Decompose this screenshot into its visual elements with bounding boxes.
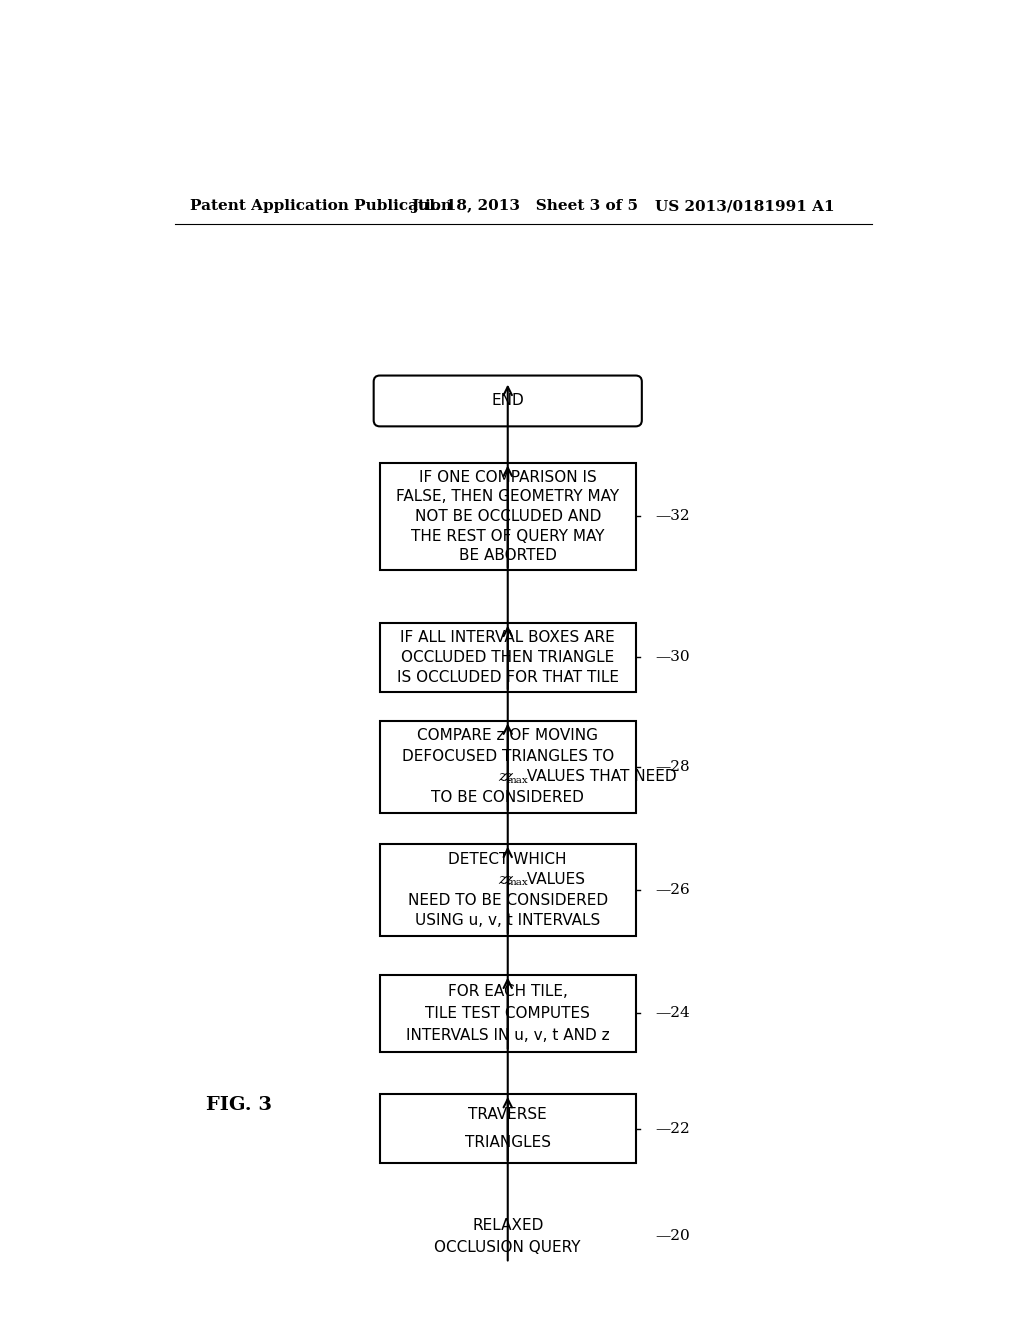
Bar (380, 974, 636, 1052)
Text: max: max (506, 878, 528, 887)
Text: Jul. 18, 2013   Sheet 3 of 5: Jul. 18, 2013 Sheet 3 of 5 (411, 199, 638, 213)
Text: INTERVALS IN u, v, t AND z: INTERVALS IN u, v, t AND z (406, 1027, 609, 1043)
Text: IF ONE COMPARISON IS: IF ONE COMPARISON IS (419, 470, 597, 484)
Text: COMPARE z OF MOVING: COMPARE z OF MOVING (417, 729, 598, 743)
Text: TRAVERSE: TRAVERSE (468, 1107, 547, 1122)
Text: TO BE CONSIDERED: TO BE CONSIDERED (431, 789, 584, 805)
Text: z: z (499, 873, 506, 887)
Text: Patent Application Publication: Patent Application Publication (190, 199, 452, 213)
Text: —20: —20 (655, 1229, 690, 1243)
Text: DEFOCUSED TRIANGLES TO: DEFOCUSED TRIANGLES TO (401, 748, 613, 764)
Text: —28: —28 (655, 760, 689, 774)
Text: —24: —24 (655, 1006, 690, 1020)
Bar (380, 623, 636, 692)
Text: IS OCCLUDED FOR THAT TILE: IS OCCLUDED FOR THAT TILE (396, 669, 618, 685)
Text: OCCLUSION QUERY: OCCLUSION QUERY (434, 1239, 581, 1255)
Text: —30: —30 (655, 651, 689, 664)
Text: max: max (506, 776, 528, 784)
Text: TILE TEST COMPUTES: TILE TEST COMPUTES (425, 1006, 590, 1020)
Text: FOR EACH TILE,: FOR EACH TILE, (447, 983, 567, 999)
Text: NOT BE OCCLUDED AND: NOT BE OCCLUDED AND (415, 510, 601, 524)
Text: BE ABORTED: BE ABORTED (459, 548, 557, 564)
Text: TRIANGLES: TRIANGLES (465, 1135, 551, 1150)
Text: END: END (492, 393, 524, 408)
Bar (380, 843, 636, 936)
Text: —22: —22 (655, 1122, 690, 1135)
FancyBboxPatch shape (374, 376, 642, 426)
Text: VALUES THAT NEED: VALUES THAT NEED (521, 770, 676, 784)
Text: —26: —26 (655, 883, 690, 896)
Text: OCCLUDED THEN TRIANGLE: OCCLUDED THEN TRIANGLE (401, 649, 614, 665)
Text: US 2013/0181991 A1: US 2013/0181991 A1 (655, 199, 835, 213)
Text: NEED TO BE CONSIDERED: NEED TO BE CONSIDERED (408, 892, 608, 908)
Text: THE REST OF QUERY MAY: THE REST OF QUERY MAY (411, 528, 604, 544)
Text: FALSE, THEN GEOMETRY MAY: FALSE, THEN GEOMETRY MAY (396, 490, 620, 504)
Text: z: z (499, 770, 506, 784)
Text: RELAXED: RELAXED (472, 1218, 544, 1233)
Text: z: z (504, 873, 512, 887)
FancyBboxPatch shape (374, 1204, 642, 1270)
Text: z: z (504, 770, 512, 784)
Bar (380, 462, 636, 570)
Text: FIG. 3: FIG. 3 (206, 1097, 271, 1114)
Text: DETECT WHICH: DETECT WHICH (449, 851, 567, 867)
Text: VALUES: VALUES (521, 873, 585, 887)
Bar (380, 721, 636, 813)
Bar (380, 1094, 636, 1163)
Text: —32: —32 (655, 510, 689, 524)
Text: USING u, v, t INTERVALS: USING u, v, t INTERVALS (415, 913, 600, 928)
Text: IF ALL INTERVAL BOXES ARE: IF ALL INTERVAL BOXES ARE (400, 630, 615, 645)
